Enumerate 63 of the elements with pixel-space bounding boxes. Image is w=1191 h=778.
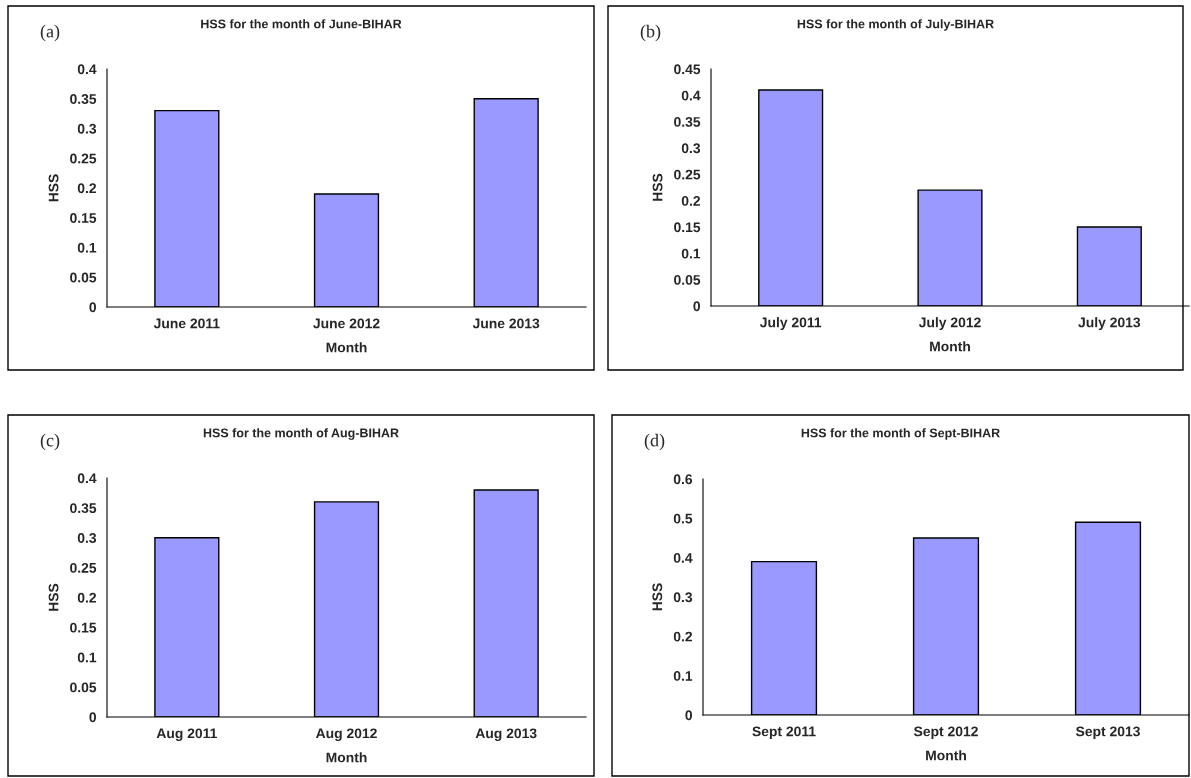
- y-axis-title: HSS: [48, 174, 59, 202]
- x-tick-label: Aug 2011: [156, 728, 217, 742]
- y-tick-label: 0.35: [70, 503, 97, 514]
- y-tick-label: 0.05: [70, 682, 97, 693]
- text: (b): [640, 24, 661, 42]
- y-tick-label: 0.5: [673, 513, 693, 524]
- y-tick-label: 0.4: [77, 473, 97, 484]
- text: (a): [40, 24, 60, 42]
- y-axis-title: HSS: [652, 583, 663, 611]
- chart-title: HSS for the month of July-BIHAR: [797, 19, 994, 31]
- y-tick-label: 0.4: [673, 553, 693, 563]
- y-tick-label: 0: [89, 302, 97, 313]
- y-tick-label: 0.25: [674, 169, 701, 180]
- chart-title: HSS for the month of June-BIHAR: [201, 19, 402, 29]
- y-tick-label: 0.4: [681, 90, 701, 101]
- x-tick-label: Sept 2011: [752, 726, 816, 740]
- x-tick-label: July 2012: [918, 317, 981, 331]
- y-tick-label: 0.25: [70, 562, 97, 573]
- y-tick-label: 0.2: [77, 183, 97, 194]
- x-tick-label: Sept 2012: [913, 726, 978, 740]
- x-tick-label: Aug 2013: [475, 728, 537, 742]
- y-tick-label: 0.4: [77, 64, 97, 75]
- y-tick-label: 0: [89, 712, 97, 723]
- y-tick-label: 0.3: [673, 592, 693, 603]
- x-tick-label: July 2013: [1078, 317, 1141, 331]
- y-tick-label: 0.15: [70, 622, 97, 633]
- x-tick-label: Sept 2013: [1075, 726, 1140, 740]
- y-axis-title: HSS: [652, 173, 663, 201]
- x-tick-label: June 2013: [472, 318, 540, 329]
- y-tick-label: 0: [685, 710, 693, 721]
- y-tick-label: 0.3: [77, 123, 97, 134]
- x-tick-label: July 2011: [759, 317, 822, 331]
- y-tick-label: 0.2: [673, 631, 693, 642]
- chart-title: HSS for the month of Aug-BIHAR: [203, 428, 399, 440]
- y-tick-label: 0.1: [673, 671, 693, 681]
- y-tick-label: 0.15: [70, 213, 97, 223]
- y-tick-label: 0.35: [674, 117, 701, 127]
- y-tick-label: 0.2: [77, 592, 97, 603]
- x-axis-title: Month: [930, 341, 970, 352]
- y-tick-label: 0.3: [77, 533, 97, 543]
- y-tick-label: 0.05: [674, 275, 701, 285]
- y-tick-label: 0.15: [674, 222, 701, 233]
- y-tick-label: 0.45: [674, 64, 701, 75]
- x-axis-title: Month: [926, 750, 966, 761]
- x-axis-title: Month: [326, 752, 367, 763]
- y-tick-label: 0.1: [681, 248, 701, 259]
- y-tick-label: 0.25: [70, 153, 97, 164]
- x-tick-label: June 2011: [153, 318, 220, 329]
- y-tick-label: 0.6: [673, 474, 693, 485]
- x-axis-title: Month: [326, 342, 367, 353]
- y-axis-title: HSS: [48, 583, 59, 611]
- y-tick-label: 0.05: [70, 272, 97, 283]
- y-tick-label: 0: [693, 301, 701, 312]
- y-tick-label: 0.3: [681, 143, 701, 154]
- y-tick-label: 0.1: [77, 242, 97, 253]
- chart-title: HSS for the month of Sept-BIHAR: [801, 428, 1000, 440]
- text: (d): [644, 433, 665, 451]
- text: (c): [40, 433, 60, 451]
- y-tick-label: 0.2: [681, 196, 701, 206]
- x-tick-label: June 2012: [313, 318, 380, 329]
- x-tick-label: Aug 2012: [315, 728, 377, 742]
- y-tick-label: 0.35: [70, 94, 97, 104]
- y-tick-label: 0.1: [77, 652, 97, 663]
